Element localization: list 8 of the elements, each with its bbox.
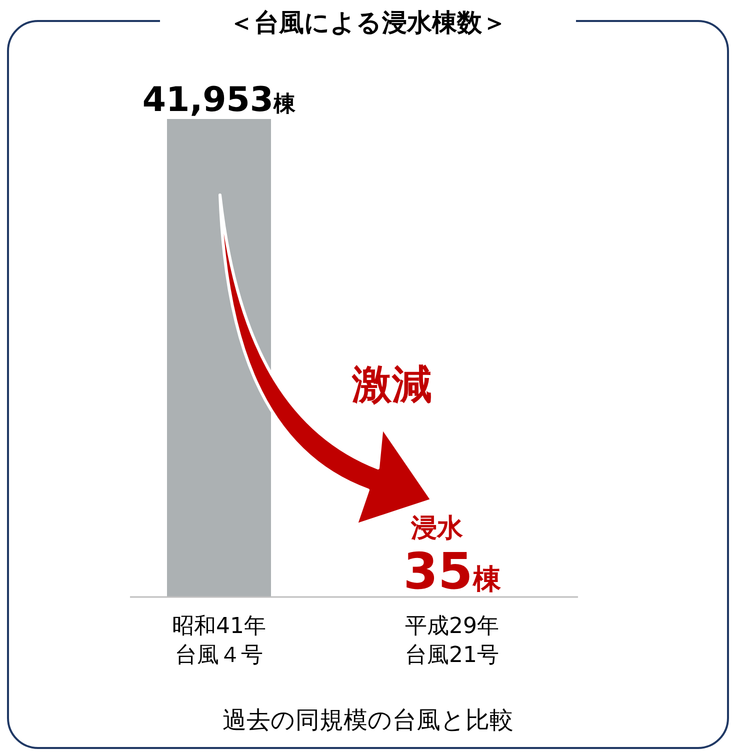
text: 過去の同規模の台風と比較 (222, 706, 514, 734)
x-tick-label: 平成29年台風21号 (404, 613, 500, 670)
annotation: 浸水 (410, 514, 464, 544)
data-label: 35棟 (403, 542, 502, 601)
chart-title: ＜台風による浸水棟数＞ (229, 8, 507, 37)
data-label: 41,953棟 (142, 80, 297, 120)
annotation: 激減 (351, 362, 432, 408)
x-tick-label: 昭和41年台風４号 (171, 613, 267, 670)
